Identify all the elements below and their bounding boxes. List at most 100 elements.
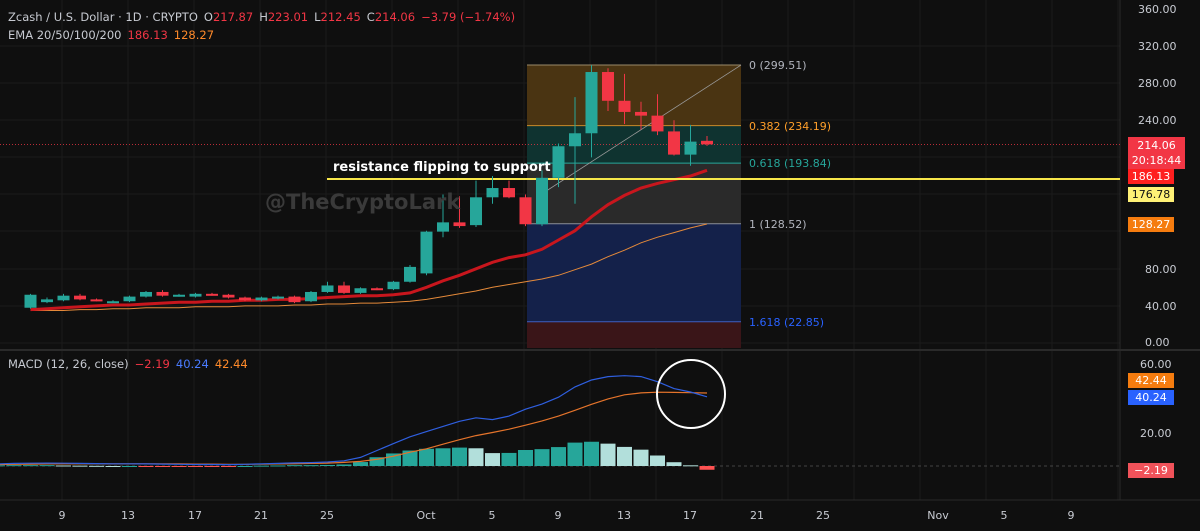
- price-axis-label: 280.00: [1138, 77, 1177, 90]
- candle-body: [536, 177, 548, 225]
- candle-body: [24, 294, 37, 308]
- macd-histogram-bar: [468, 448, 484, 466]
- ema50-line: [30, 223, 708, 311]
- candle-body: [519, 197, 532, 225]
- candle-body: [618, 100, 631, 112]
- time-axis-label: 9: [554, 509, 562, 522]
- macd-histogram-bar: [369, 457, 385, 466]
- change-value: −3.79 (−1.74%): [421, 10, 516, 24]
- price-axis-label: 40.00: [1145, 300, 1177, 313]
- macd-axis-label: 60.00: [1140, 358, 1172, 371]
- time-axis-label: 13: [617, 509, 631, 522]
- price-axis-label: 80.00: [1145, 263, 1177, 276]
- candle-body: [107, 301, 119, 304]
- macd-line-tag: 40.24: [1128, 390, 1174, 405]
- last-price-tag: 214.06 20:18:44: [1128, 137, 1185, 169]
- price-axis-label: 320.00: [1138, 40, 1177, 53]
- macd-line: [0, 375, 708, 466]
- candle-body: [354, 288, 367, 293]
- candle-body: [635, 111, 647, 116]
- macd-histogram-bar: [270, 465, 286, 467]
- candle-body: [222, 294, 235, 298]
- fib-label-0382: 0.382 (234.19): [749, 120, 832, 133]
- macd-histogram-bar: [254, 465, 269, 467]
- close-value: 214.06: [374, 10, 416, 24]
- macd-histogram-bar: [138, 466, 154, 467]
- macd-histogram-bar: [204, 466, 220, 467]
- low-value: 212.45: [320, 10, 361, 24]
- candle-body: [173, 294, 185, 297]
- ema-label: EMA 20/50/100/200: [8, 28, 122, 42]
- candle-body: [701, 140, 713, 145]
- macd-histogram-bar: [0, 465, 5, 467]
- macd-histogram-bar: [221, 466, 236, 467]
- macd-histogram-bar: [171, 466, 187, 467]
- time-axis-label: 17: [188, 509, 202, 522]
- macd-histogram-bar: [584, 441, 599, 466]
- candle-body: [503, 188, 515, 198]
- macd-histogram-bar: [485, 453, 500, 466]
- macd-histogram-bar: [336, 464, 352, 466]
- candle-body: [239, 297, 251, 301]
- macd-hist-tag: −2.19: [1128, 463, 1174, 478]
- macd-histogram-bar: [534, 449, 550, 466]
- price-axis-label: 360.00: [1138, 3, 1177, 16]
- candle-body: [288, 296, 301, 303]
- fib-zone-1-1618: [527, 223, 741, 322]
- time-axis-label: 21: [254, 509, 268, 522]
- time-axis-label: 5: [1000, 509, 1008, 522]
- candle-body: [453, 222, 466, 227]
- time-axis-label: 25: [320, 509, 334, 522]
- watermark: @TheCryptoLark: [265, 190, 461, 214]
- macd-histogram-bar: [567, 442, 583, 466]
- annotation-text[interactable]: resistance flipping to support: [333, 160, 551, 175]
- candle-body: [569, 133, 581, 147]
- time-axis-label: 17: [683, 509, 697, 522]
- candle-body: [189, 293, 202, 297]
- macd-histogram-bar: [419, 448, 434, 466]
- macd-signal-value: 42.44: [214, 357, 248, 371]
- ema20-value: 186.13: [127, 28, 168, 42]
- macd-axis-label: 20.00: [1140, 427, 1172, 440]
- candle-body: [602, 72, 614, 101]
- last-price: 214.06: [1137, 139, 1176, 152]
- ema50-value: 128.27: [173, 28, 215, 42]
- candle-body: [321, 285, 334, 292]
- candle-body: [74, 295, 86, 300]
- time-axis-label: Oct: [416, 509, 436, 522]
- macd-histogram-bar: [237, 466, 253, 467]
- ema50-tag: 128.27: [1128, 217, 1174, 232]
- candle-body: [57, 295, 70, 301]
- macd-legend[interactable]: MACD (12, 26, close) −2.19 40.24 42.44: [8, 357, 254, 371]
- fib-label-0: 0 (299.51): [749, 59, 807, 72]
- price-axis-label: 0.00: [1145, 336, 1170, 349]
- candle-body: [470, 197, 482, 226]
- time-axis-label: Nov: [927, 509, 949, 522]
- macd-histogram-bar: [39, 465, 55, 467]
- candle-body: [338, 285, 350, 293]
- time-axis-label: 9: [1067, 509, 1075, 522]
- macd-histogram-bar: [188, 466, 203, 467]
- macd-histogram-bar: [155, 466, 170, 467]
- time-axis-label: 9: [58, 509, 66, 522]
- price-axis-label: 240.00: [1138, 114, 1177, 127]
- fib-zone-0-0382: [527, 65, 741, 126]
- candle-body: [387, 281, 400, 290]
- candle-body: [585, 72, 598, 134]
- time-axis-label: 5: [488, 509, 496, 522]
- macd-histogram-bar: [551, 447, 566, 466]
- time-axis-label: 13: [121, 509, 135, 522]
- ema-legend[interactable]: EMA 20/50/100/200 186.13 128.27: [8, 28, 220, 42]
- open-value: 217.87: [212, 10, 254, 24]
- macd-signal-tag: 42.44: [1128, 373, 1174, 388]
- ema20-line: [30, 168, 708, 312]
- candle-body: [371, 288, 383, 291]
- macd-histogram-bar: [353, 462, 368, 466]
- macd-histogram-bar: [518, 450, 533, 466]
- candle-body: [404, 266, 416, 282]
- macd-label: MACD (12, 26, close): [8, 357, 129, 371]
- macd-histogram-bar: [501, 452, 517, 466]
- fib-label-1618: 1.618 (22.85): [749, 316, 825, 329]
- macd-histogram-bar: [105, 466, 121, 467]
